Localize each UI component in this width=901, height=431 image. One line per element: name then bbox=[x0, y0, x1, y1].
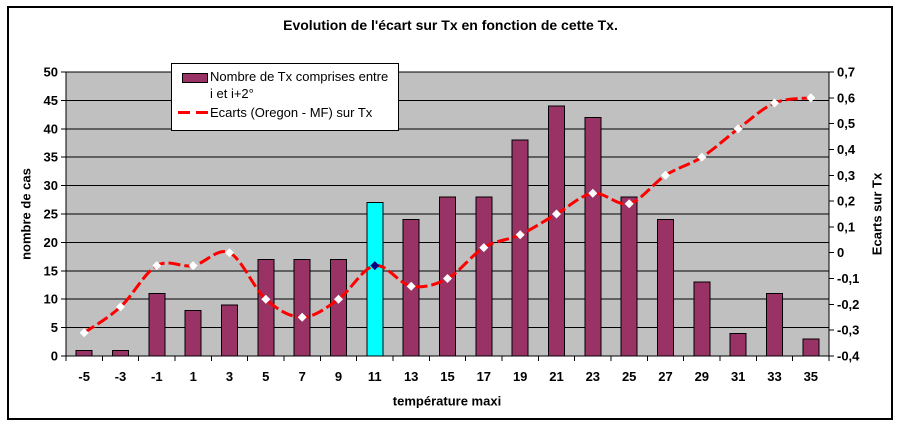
bar[interactable] bbox=[657, 219, 674, 357]
bar[interactable] bbox=[221, 304, 238, 357]
bar[interactable] bbox=[729, 332, 747, 357]
y-left-tick-label: 0 bbox=[51, 349, 58, 364]
line-marker-selected bbox=[370, 261, 380, 271]
bar[interactable] bbox=[766, 293, 783, 357]
line-marker bbox=[733, 124, 743, 134]
line-marker bbox=[479, 243, 489, 253]
y-right-tick-label: 0 bbox=[837, 245, 844, 260]
line-marker bbox=[588, 188, 598, 198]
bar[interactable] bbox=[257, 258, 275, 357]
y-right-tick-label: 0,3 bbox=[837, 168, 855, 183]
x-tick-label: 33 bbox=[767, 369, 781, 384]
y-right-tick-label: 0,6 bbox=[837, 90, 855, 105]
x-tick-label: 25 bbox=[622, 369, 636, 384]
y-left-tick-label: 45 bbox=[44, 93, 58, 108]
x-tick-label: 19 bbox=[513, 369, 527, 384]
y-right-tick-label: -0,4 bbox=[837, 349, 860, 364]
x-tick-label: 3 bbox=[226, 369, 233, 384]
line-marker bbox=[806, 93, 816, 103]
x-tick-label: 11 bbox=[368, 369, 382, 384]
bar[interactable] bbox=[475, 196, 493, 357]
bar[interactable] bbox=[148, 293, 166, 357]
bar[interactable] bbox=[584, 116, 602, 357]
x-tick-label: 7 bbox=[299, 369, 306, 384]
bar[interactable] bbox=[330, 258, 347, 357]
y-right-tick-label: 0,4 bbox=[837, 142, 856, 157]
bar[interactable] bbox=[693, 281, 711, 357]
bar[interactable] bbox=[112, 349, 129, 357]
x-axis-title: température maxi bbox=[392, 393, 502, 409]
bar[interactable] bbox=[184, 310, 202, 357]
legend-item-line[interactable]: Ecarts (Oregon - MF) sur Tx bbox=[178, 105, 392, 122]
line-marker bbox=[334, 294, 343, 304]
line-marker bbox=[152, 261, 162, 271]
y-left-axis-title: nombre de cas bbox=[18, 168, 34, 260]
x-tick-label: 1 bbox=[190, 369, 197, 384]
bar[interactable] bbox=[293, 258, 311, 357]
line-marker bbox=[116, 302, 125, 312]
y-left-tick-label: 5 bbox=[51, 320, 58, 335]
dashed-line-icon bbox=[178, 110, 208, 114]
y-right-tick-label: 0,1 bbox=[837, 219, 855, 234]
legend-label-line: Ecarts (Oregon - MF) sur Tx bbox=[210, 104, 373, 120]
line-marker bbox=[697, 152, 707, 162]
x-tick-label: -1 bbox=[151, 369, 163, 384]
bar[interactable] bbox=[75, 349, 93, 357]
bar[interactable] bbox=[548, 105, 565, 357]
y-left-tick-label: 40 bbox=[44, 121, 58, 136]
x-tick-label: 17 bbox=[477, 369, 491, 384]
y-right-axis-title: Ecarts sur Tx bbox=[869, 172, 885, 256]
bar-swatch-icon bbox=[182, 73, 208, 83]
bar[interactable] bbox=[620, 196, 638, 357]
x-tick-label: -3 bbox=[115, 369, 127, 384]
x-tick-label: 13 bbox=[404, 369, 418, 384]
chart-title: Evolution de l'écart sur Tx en fonction … bbox=[283, 17, 618, 33]
line-marker bbox=[79, 328, 89, 338]
bar-highlighted[interactable] bbox=[366, 202, 384, 357]
bar[interactable] bbox=[511, 139, 529, 357]
y-right-tick-label: -0,1 bbox=[837, 271, 859, 286]
x-tick-label: 9 bbox=[335, 369, 342, 384]
y-left-tick-label: 25 bbox=[44, 207, 58, 222]
x-tick-label: 27 bbox=[658, 369, 672, 384]
line-marker bbox=[188, 261, 198, 271]
legend-item-bars[interactable]: Nombre de Tx comprises entre i et i+2° bbox=[178, 69, 392, 103]
y-left-tick-label: 35 bbox=[44, 150, 58, 165]
line-marker bbox=[624, 199, 634, 209]
y-right-tick-label: -0,2 bbox=[837, 297, 859, 312]
line-marker bbox=[770, 98, 779, 108]
y-left-tick-label: 30 bbox=[44, 178, 58, 193]
x-tick-label: -5 bbox=[78, 369, 90, 384]
line-marker bbox=[661, 170, 670, 180]
line-marker bbox=[297, 312, 307, 322]
legend[interactable]: Nombre de Tx comprises entre i et i+2° E… bbox=[171, 63, 399, 131]
y-left-tick-label: 50 bbox=[44, 65, 58, 80]
x-tick-label: 21 bbox=[549, 369, 563, 384]
y-right-tick-label: 0,7 bbox=[837, 65, 855, 80]
line-marker bbox=[515, 230, 525, 240]
y-right-tick-label: 0,2 bbox=[837, 194, 855, 209]
x-tick-label: 31 bbox=[731, 369, 745, 384]
line-marker bbox=[261, 294, 271, 304]
legend-label-bars: Nombre de Tx comprises entre i et i+2° bbox=[210, 69, 389, 101]
y-right-tick-label: -0,3 bbox=[837, 323, 859, 338]
x-tick-label: 29 bbox=[695, 369, 709, 384]
x-tick-label: 15 bbox=[440, 369, 454, 384]
line-marker bbox=[225, 248, 234, 258]
y-right-tick-label: 0,5 bbox=[837, 116, 855, 131]
line-marker bbox=[406, 281, 416, 291]
x-tick-label: 35 bbox=[804, 369, 818, 384]
bar[interactable] bbox=[802, 338, 820, 357]
x-tick-label: 5 bbox=[262, 369, 269, 384]
y-left-tick-label: 10 bbox=[44, 292, 58, 307]
line-marker bbox=[443, 274, 452, 283]
y-left-tick-label: 15 bbox=[44, 263, 58, 278]
y-left-tick-label: 20 bbox=[44, 235, 58, 250]
line-marker bbox=[552, 209, 561, 219]
x-tick-label: 23 bbox=[586, 369, 600, 384]
